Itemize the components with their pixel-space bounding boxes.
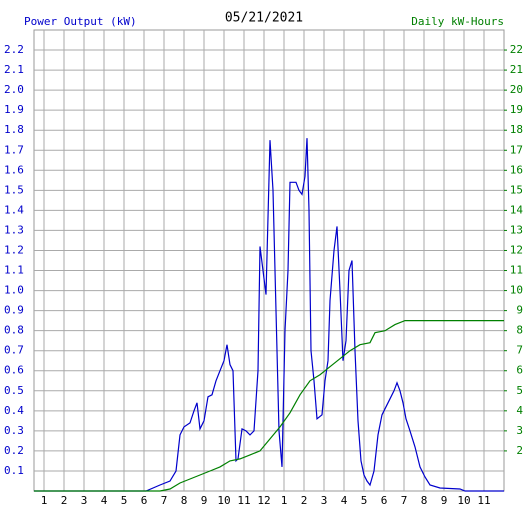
y2-tick-label: 2	[516, 444, 523, 457]
y-tick-label: 0.4	[4, 404, 24, 417]
y2-tick-label: 21	[510, 63, 523, 76]
y2-tick-label: 22	[510, 43, 523, 56]
y2-tick-label: 18	[510, 123, 523, 136]
x-tick-label: 11	[477, 494, 490, 507]
y-tick-label: 1.9	[4, 103, 24, 116]
y2-tick-label: 3	[516, 424, 523, 437]
y-tick-label: 1.0	[4, 284, 24, 297]
y2-tick-label: 8	[516, 324, 523, 337]
x-tick-label: 8	[181, 494, 188, 507]
x-tick-label: 11	[237, 494, 250, 507]
y-tick-label: 1.2	[4, 243, 24, 256]
y-tick-label: 1.7	[4, 143, 24, 156]
x-tick-label: 7	[161, 494, 168, 507]
x-tick-label: 12	[257, 494, 270, 507]
y2-tick-label: 12	[510, 243, 523, 256]
y-tick-label: 0.5	[4, 384, 24, 397]
y-tick-label: 0.3	[4, 424, 24, 437]
y-tick-label: 0.7	[4, 344, 24, 357]
x-tick-label: 10	[217, 494, 230, 507]
y-tick-label: 1.6	[4, 163, 24, 176]
x-tick-label: 5	[361, 494, 368, 507]
x-tick-label: 1	[281, 494, 288, 507]
y-tick-label: 1.4	[4, 203, 24, 216]
y-axis-label: Power Output (kW)	[24, 15, 137, 28]
y2-tick-label: 5	[516, 384, 523, 397]
x-tick-label: 9	[201, 494, 208, 507]
x-tick-label: 9	[441, 494, 448, 507]
y2-tick-label: 14	[510, 203, 524, 216]
x-tick-label: 4	[341, 494, 348, 507]
y-tick-label: 0.2	[4, 444, 24, 457]
data-line	[34, 320, 504, 492]
y2-tick-label: 20	[510, 83, 523, 96]
y-tick-label: 0.9	[4, 304, 24, 317]
y-tick-label: 0.1	[4, 464, 24, 477]
x-tick-label: 6	[381, 494, 388, 507]
plot-frame	[33, 29, 505, 492]
chart-title: 05/21/2021	[225, 11, 303, 26]
x-tick-label: 7	[401, 494, 408, 507]
x-tick-label: 5	[121, 494, 128, 507]
x-tick-label: 1	[41, 494, 48, 507]
y2-tick-label: 13	[510, 223, 523, 236]
y2-tick-label: 11	[510, 264, 523, 277]
y2-tick-label: 10	[510, 284, 523, 297]
y2-tick-label: 7	[516, 344, 523, 357]
y2-tick-label: 15	[510, 183, 523, 196]
x-tick-label: 10	[457, 494, 470, 507]
y-tick-label: 2.1	[4, 63, 24, 76]
y-tick-label: 1.1	[4, 264, 24, 277]
y2-tick-label: 6	[516, 364, 523, 377]
y-tick-label: 1.3	[4, 223, 24, 236]
y2-axis-label: Daily kW-Hours	[411, 15, 504, 28]
y-tick-label: 2.2	[4, 43, 24, 56]
y-tick-label: 0.6	[4, 364, 24, 377]
y2-tick-label: 9	[516, 304, 523, 317]
y-tick-label: 2.0	[4, 83, 24, 96]
y-tick-label: 1.5	[4, 183, 24, 196]
x-tick-label: 6	[141, 494, 148, 507]
y2-tick-label: 17	[510, 143, 523, 156]
x-tick-label: 3	[321, 494, 328, 507]
y2-tick-label: 4	[516, 404, 523, 417]
y-tick-label: 0.8	[4, 324, 24, 337]
y2-tick-label: 19	[510, 103, 523, 116]
y2-tick-label: 16	[510, 163, 523, 176]
y-tick-label: 1.8	[4, 123, 24, 136]
x-tick-label: 2	[301, 494, 308, 507]
x-tick-label: 8	[421, 494, 428, 507]
data-line	[34, 138, 504, 492]
x-tick-label: 2	[61, 494, 68, 507]
x-tick-label: 3	[81, 494, 88, 507]
x-tick-label: 4	[101, 494, 108, 507]
